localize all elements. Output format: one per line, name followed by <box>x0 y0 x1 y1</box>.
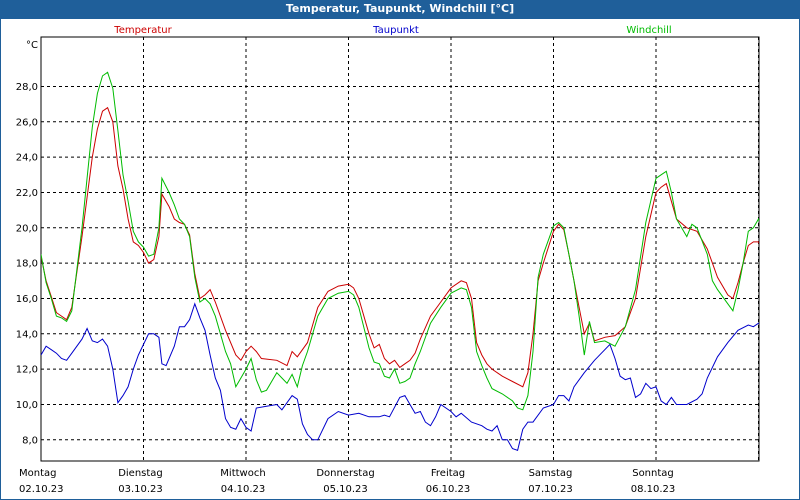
y-tick-label: 22,0 <box>16 188 38 199</box>
x-tick-day-label: Samstag <box>529 468 573 479</box>
y-tick-label: 20,0 <box>16 223 38 234</box>
y-tick-label: 10,0 <box>16 400 38 411</box>
x-tick-date-label: 06.10.23 <box>426 484 471 495</box>
y-tick-label: 14,0 <box>16 329 38 340</box>
chart-title: Temperatur, Taupunkt, Windchill [°C] <box>0 0 800 18</box>
x-tick-date-label: 03.10.23 <box>118 484 163 495</box>
x-tick-day-label: Mittwoch <box>220 468 265 479</box>
y-tick-label: 12,0 <box>16 365 38 376</box>
y-tick-label: 24,0 <box>16 153 38 164</box>
x-tick-day-label: Freitag <box>431 468 465 479</box>
x-tick-day-label: Donnerstag <box>316 468 374 479</box>
series-line-taupunkt <box>41 302 759 452</box>
x-tick-date-label: 04.10.23 <box>221 484 266 495</box>
x-tick-date-label: 02.10.23 <box>19 484 64 495</box>
x-tick-day-label: Dienstag <box>118 468 163 479</box>
x-tick-day-label: Montag <box>19 468 56 479</box>
y-axis-label: °C <box>26 40 38 51</box>
y-tick-label: 16,0 <box>16 294 38 305</box>
legend-taupunkt: Taupunkt <box>372 25 419 36</box>
series-line-windchill <box>41 71 759 411</box>
legend-windchill: Windchill <box>626 25 671 36</box>
y-tick-label: 8,0 <box>22 435 38 446</box>
x-tick-date-label: 07.10.23 <box>528 484 573 495</box>
x-tick-date-label: 05.10.23 <box>323 484 368 495</box>
y-tick-label: 18,0 <box>16 259 38 270</box>
series-line-temperatur <box>41 106 759 388</box>
y-tick-label: 28,0 <box>16 82 38 93</box>
x-tick-date-label: 08.10.23 <box>631 484 676 495</box>
legend-temperatur: Temperatur <box>113 25 172 36</box>
x-tick-day-label: Sonntag <box>632 468 674 479</box>
y-tick-label: 26,0 <box>16 117 38 128</box>
